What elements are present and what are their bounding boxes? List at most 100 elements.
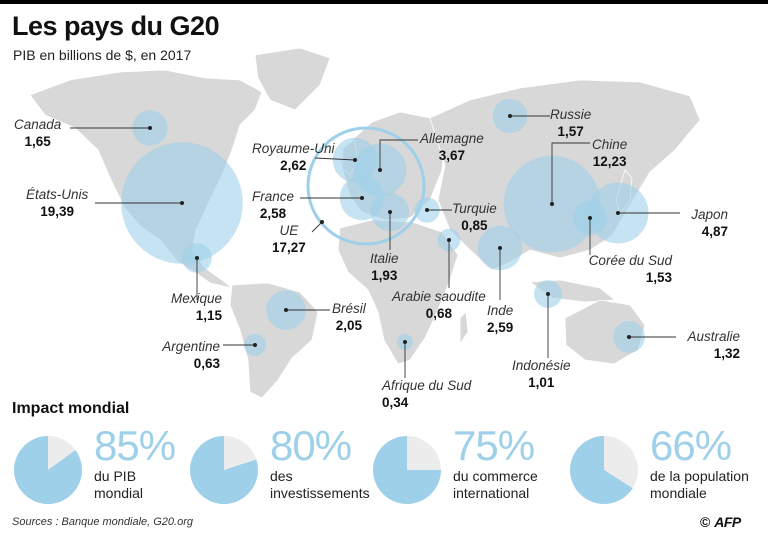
dot-japon <box>616 211 620 215</box>
stat-investissements: 80% des investissements <box>190 422 380 510</box>
label-name: Australie <box>687 329 740 344</box>
dot-france <box>360 196 364 200</box>
label-value: 1,65 <box>24 134 51 149</box>
label-name: UE <box>279 223 299 238</box>
label-name: France <box>252 189 295 204</box>
label-value: 0,85 <box>461 218 488 233</box>
stat-percent: 85% <box>94 422 176 469</box>
pie-slice-pib <box>14 436 82 504</box>
label-name: Indonésie <box>512 358 571 373</box>
label-value: 1,32 <box>713 346 740 361</box>
dot-afrique-sud <box>403 340 407 344</box>
dot-argentine <box>253 343 257 347</box>
label-value: 1,53 <box>645 270 672 285</box>
label-russie: Russie 1,57 <box>550 106 591 140</box>
stat-line2: investissements <box>270 485 370 501</box>
label-canada: Canada 1,65 <box>14 116 61 150</box>
label-value: 12,23 <box>592 154 627 169</box>
stat-line2: international <box>453 485 530 501</box>
label-name: Brésil <box>332 301 366 316</box>
stat-description: du commerce international <box>453 468 538 502</box>
label-ue: UE 17,27 <box>272 222 306 256</box>
top-rule <box>0 0 768 4</box>
dot-chine <box>550 202 554 206</box>
label-value: 2,59 <box>487 320 514 335</box>
label-arabie-saoudite: Arabie saoudite 0,68 <box>392 288 486 322</box>
label-france: France 2,58 <box>252 188 294 222</box>
label-argentine: Argentine 0,63 <box>150 338 220 372</box>
world-map <box>29 47 701 399</box>
sources-note: Sources : Banque mondiale, G20.org <box>12 516 194 528</box>
leader-allemagne <box>379 139 418 170</box>
label-chine: Chine 12,23 <box>592 136 627 170</box>
dot-canada <box>148 126 152 130</box>
label-value: 1,01 <box>528 375 555 390</box>
credit: © AFP <box>700 514 741 530</box>
label-japon: Japon 4,87 <box>680 206 728 240</box>
label-name: Turquie <box>452 201 497 216</box>
stat-commerce: 75% du commerce international <box>373 422 563 510</box>
label-etats-unis: États-Unis 19,39 <box>26 186 88 220</box>
stat-description: du PIB mondial <box>94 468 143 502</box>
label-value: 19,39 <box>40 204 75 219</box>
label-value: 1,93 <box>371 268 398 283</box>
dot-russie <box>508 114 512 118</box>
label-name: Mexique <box>170 291 222 306</box>
stat-percent: 66% <box>650 422 732 469</box>
label-value: 17,27 <box>272 240 306 255</box>
dot-indonesie <box>546 292 550 296</box>
stat-description: des investissements <box>270 468 370 502</box>
label-mexique: Mexique 1,15 <box>170 290 222 324</box>
page-title: Les pays du G20 <box>12 11 220 41</box>
stat-population: 66% de la population mondiale <box>570 422 760 510</box>
label-australie: Australie 1,32 <box>676 328 740 362</box>
label-name: Argentine <box>162 339 220 354</box>
label-name: Corée du Sud <box>588 253 672 268</box>
label-name: Allemagne <box>420 131 484 146</box>
label-name: Russie <box>550 107 592 122</box>
dot-bresil <box>284 308 288 312</box>
label-value: 0,63 <box>193 356 220 371</box>
label-name: Inde <box>487 303 514 318</box>
stat-pib: 85% du PIB mondial <box>14 422 194 510</box>
label-inde: Inde 2,59 <box>487 302 513 336</box>
leader-lines <box>70 115 680 378</box>
label-value: 1,15 <box>195 308 222 323</box>
label-name: Afrique du Sud <box>382 378 472 393</box>
land-madagascar <box>459 311 469 346</box>
label-name: Canada <box>14 117 62 132</box>
stat-line2: mondiale <box>650 485 707 501</box>
marker-dots <box>148 114 631 347</box>
leader-chine <box>551 142 590 204</box>
leader-ue <box>311 221 323 233</box>
afp-logo: AFP <box>714 514 741 530</box>
label-royaume-uni: Royaume-Uni 2,62 <box>252 140 335 174</box>
label-indonesie: Indonésie 1,01 <box>512 357 571 391</box>
label-turquie: Turquie 0,85 <box>452 200 497 234</box>
dot-royaume-uni <box>353 158 357 162</box>
label-allemagne: Allemagne 3,67 <box>420 130 484 164</box>
leader-royaume-uni <box>314 157 356 161</box>
label-value: 0,68 <box>425 306 453 321</box>
label-value: 2,58 <box>259 206 287 221</box>
impact-title: Impact mondial <box>12 400 130 417</box>
label-bresil: Brésil 2,05 <box>332 300 366 334</box>
label-value: 4,87 <box>701 224 728 239</box>
label-coree-du-sud: Corée du Sud 1,53 <box>580 252 672 286</box>
label-value: 0,34 <box>382 395 409 410</box>
stat-line1: du commerce <box>453 468 538 484</box>
label-afrique-du-sud: Afrique du Sud 0,34 <box>382 377 471 411</box>
dot-mexique <box>195 256 199 260</box>
stat-percent: 80% <box>270 422 352 469</box>
pie-slice-investissements <box>190 436 258 504</box>
pie-slice-population <box>570 436 638 504</box>
label-name: Royaume-Uni <box>252 141 335 156</box>
label-value: 2,62 <box>280 158 307 173</box>
dot-australie <box>627 335 631 339</box>
stat-line1: de la population <box>650 468 749 484</box>
label-name: Japon <box>691 207 728 222</box>
label-name: Arabie saoudite <box>392 289 486 304</box>
stat-line2: mondial <box>94 485 144 501</box>
stat-line1: du PIB <box>94 468 137 484</box>
dot-inde <box>498 246 502 250</box>
